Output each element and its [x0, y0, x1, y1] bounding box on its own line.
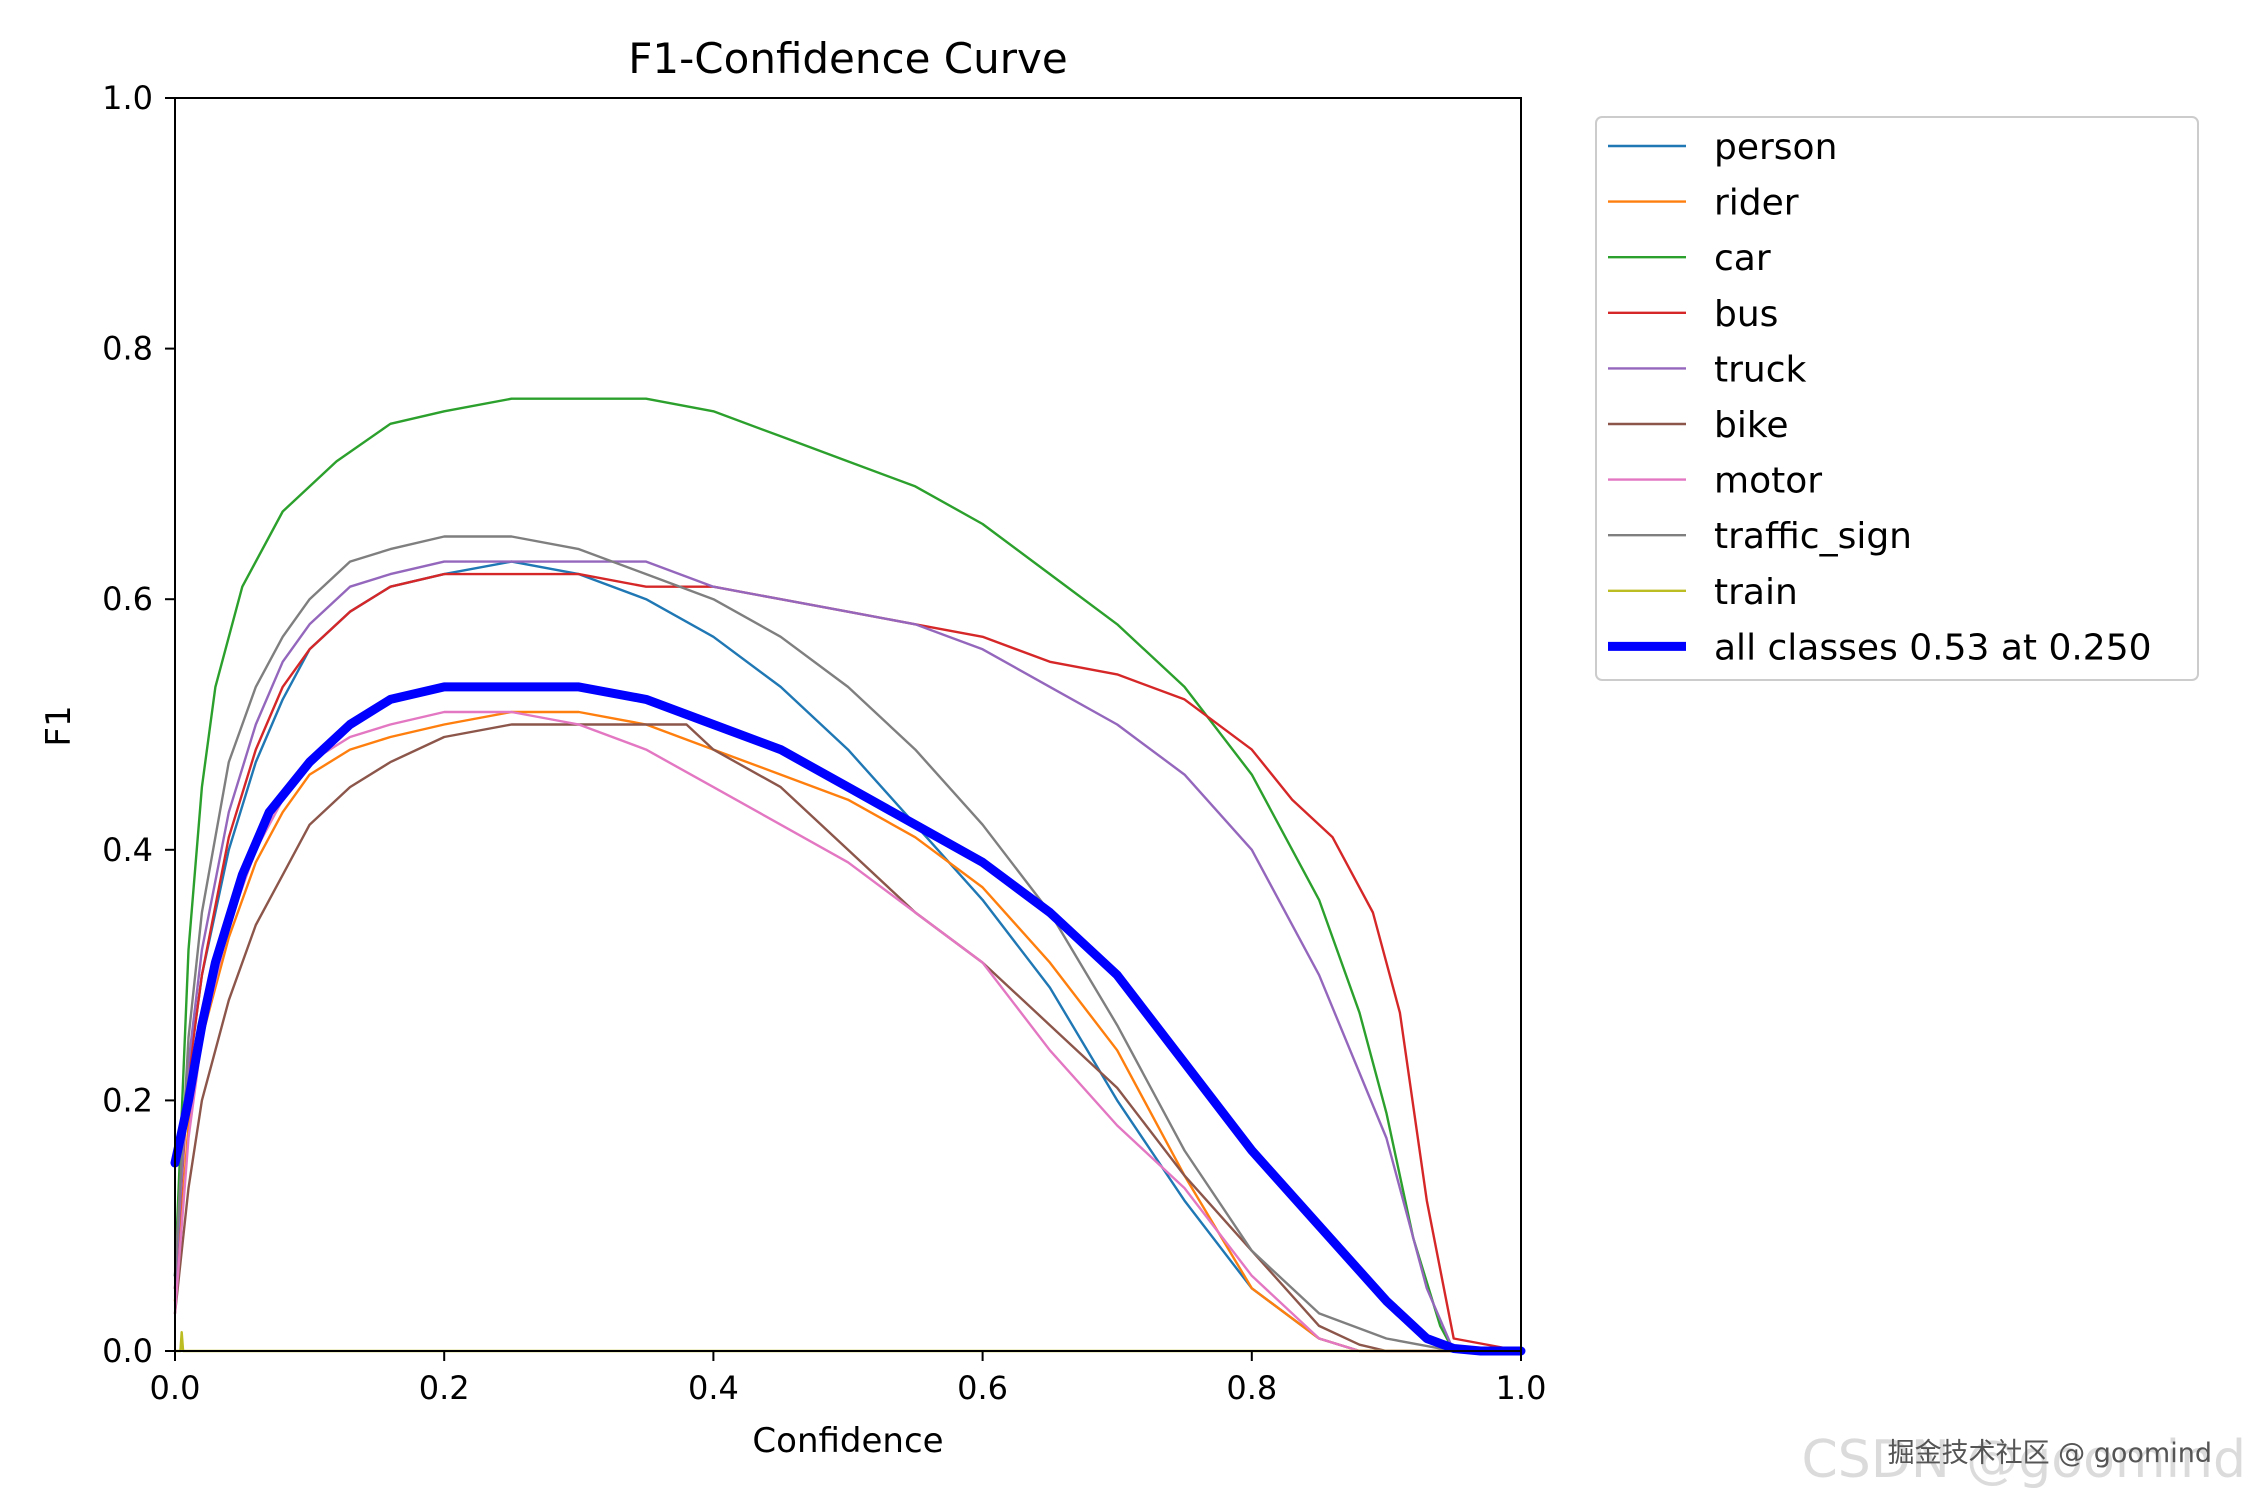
y-axis-title: F1	[39, 705, 79, 746]
legend-item: bus	[1608, 294, 1778, 335]
x-tick-label: 0.8	[1226, 1369, 1277, 1407]
y-tick-label: 1.0	[102, 79, 153, 117]
legend-label: bike	[1714, 405, 1789, 446]
watermark-juejin: 掘金技术社区 @ goomind	[1887, 1438, 2212, 1469]
legend-label: bus	[1714, 294, 1778, 335]
y-tick-label: 0.8	[102, 330, 153, 368]
series-line-train	[173, 1330, 1523, 1353]
plot-area: 0.0 0.2 0.4 0.6 0.8 1.0 0.0 0.2 0.4 0.6 0.8 1.0	[102, 79, 1546, 1407]
y-axis-ticks: 0.0 0.2 0.4 0.6 0.8 1.0	[102, 79, 175, 1370]
y-tick-label: 0.4	[102, 831, 153, 869]
series-line-all	[170, 682, 1526, 1356]
series-line-bike	[173, 723, 1523, 1353]
x-tick-label: 1.0	[1496, 1369, 1547, 1407]
legend-label: traffic_sign	[1714, 516, 1912, 557]
legend-item: car	[1608, 238, 1771, 279]
series-line-car	[173, 397, 1523, 1353]
legend-label: motor	[1714, 461, 1822, 502]
x-tick-label: 0.6	[957, 1369, 1008, 1407]
x-tick-label: 0.0	[150, 1369, 201, 1407]
legend-item: train	[1608, 572, 1798, 613]
legend-label: truck	[1714, 349, 1807, 390]
chart-title: F1-Confidence Curve	[628, 34, 1067, 83]
series-line-person	[173, 560, 1523, 1353]
y-tick-label: 0.0	[102, 1332, 153, 1370]
legend-item: rider	[1608, 183, 1799, 224]
series-line-rider	[173, 710, 1523, 1353]
series-layer	[170, 397, 1526, 1356]
legend-item: bike	[1608, 405, 1789, 446]
legend-label: train	[1714, 572, 1798, 613]
legend-items: person rider car bus truck bike motor traffic_s…	[1608, 127, 2152, 668]
legend-label: rider	[1714, 183, 1799, 224]
x-tick-label: 0.4	[688, 1369, 739, 1407]
legend-label: car	[1714, 238, 1771, 279]
series-line-motor	[173, 710, 1523, 1353]
legend-label: all classes 0.53 at 0.250	[1714, 627, 2152, 668]
legend-item: traffic_sign	[1608, 516, 1912, 557]
legend-item: truck	[1608, 349, 1807, 390]
x-tick-label: 0.2	[419, 1369, 470, 1407]
legend-label: person	[1714, 127, 1837, 168]
x-axis-title: Confidence	[752, 1421, 943, 1461]
legend-box	[1595, 116, 2199, 681]
x-axis-ticks: 0.0 0.2 0.4 0.6 0.8 1.0	[150, 1351, 1547, 1407]
y-tick-label: 0.2	[102, 1081, 153, 1119]
watermark-csdn: CSDN @goomind	[1801, 1430, 2247, 1490]
legend-item: person	[1608, 127, 1837, 168]
legend-item: all classes 0.53 at 0.250	[1608, 627, 2152, 668]
legend-item: motor	[1608, 461, 1822, 502]
plot-frame	[174, 97, 1522, 1352]
series-line-truck	[173, 560, 1523, 1353]
legend: person rider car bus truck bike motor traffic_s…	[1595, 116, 2199, 681]
series-line-traffic-sign	[173, 535, 1523, 1353]
series-line-bus	[173, 572, 1523, 1353]
y-tick-label: 0.6	[102, 580, 153, 618]
